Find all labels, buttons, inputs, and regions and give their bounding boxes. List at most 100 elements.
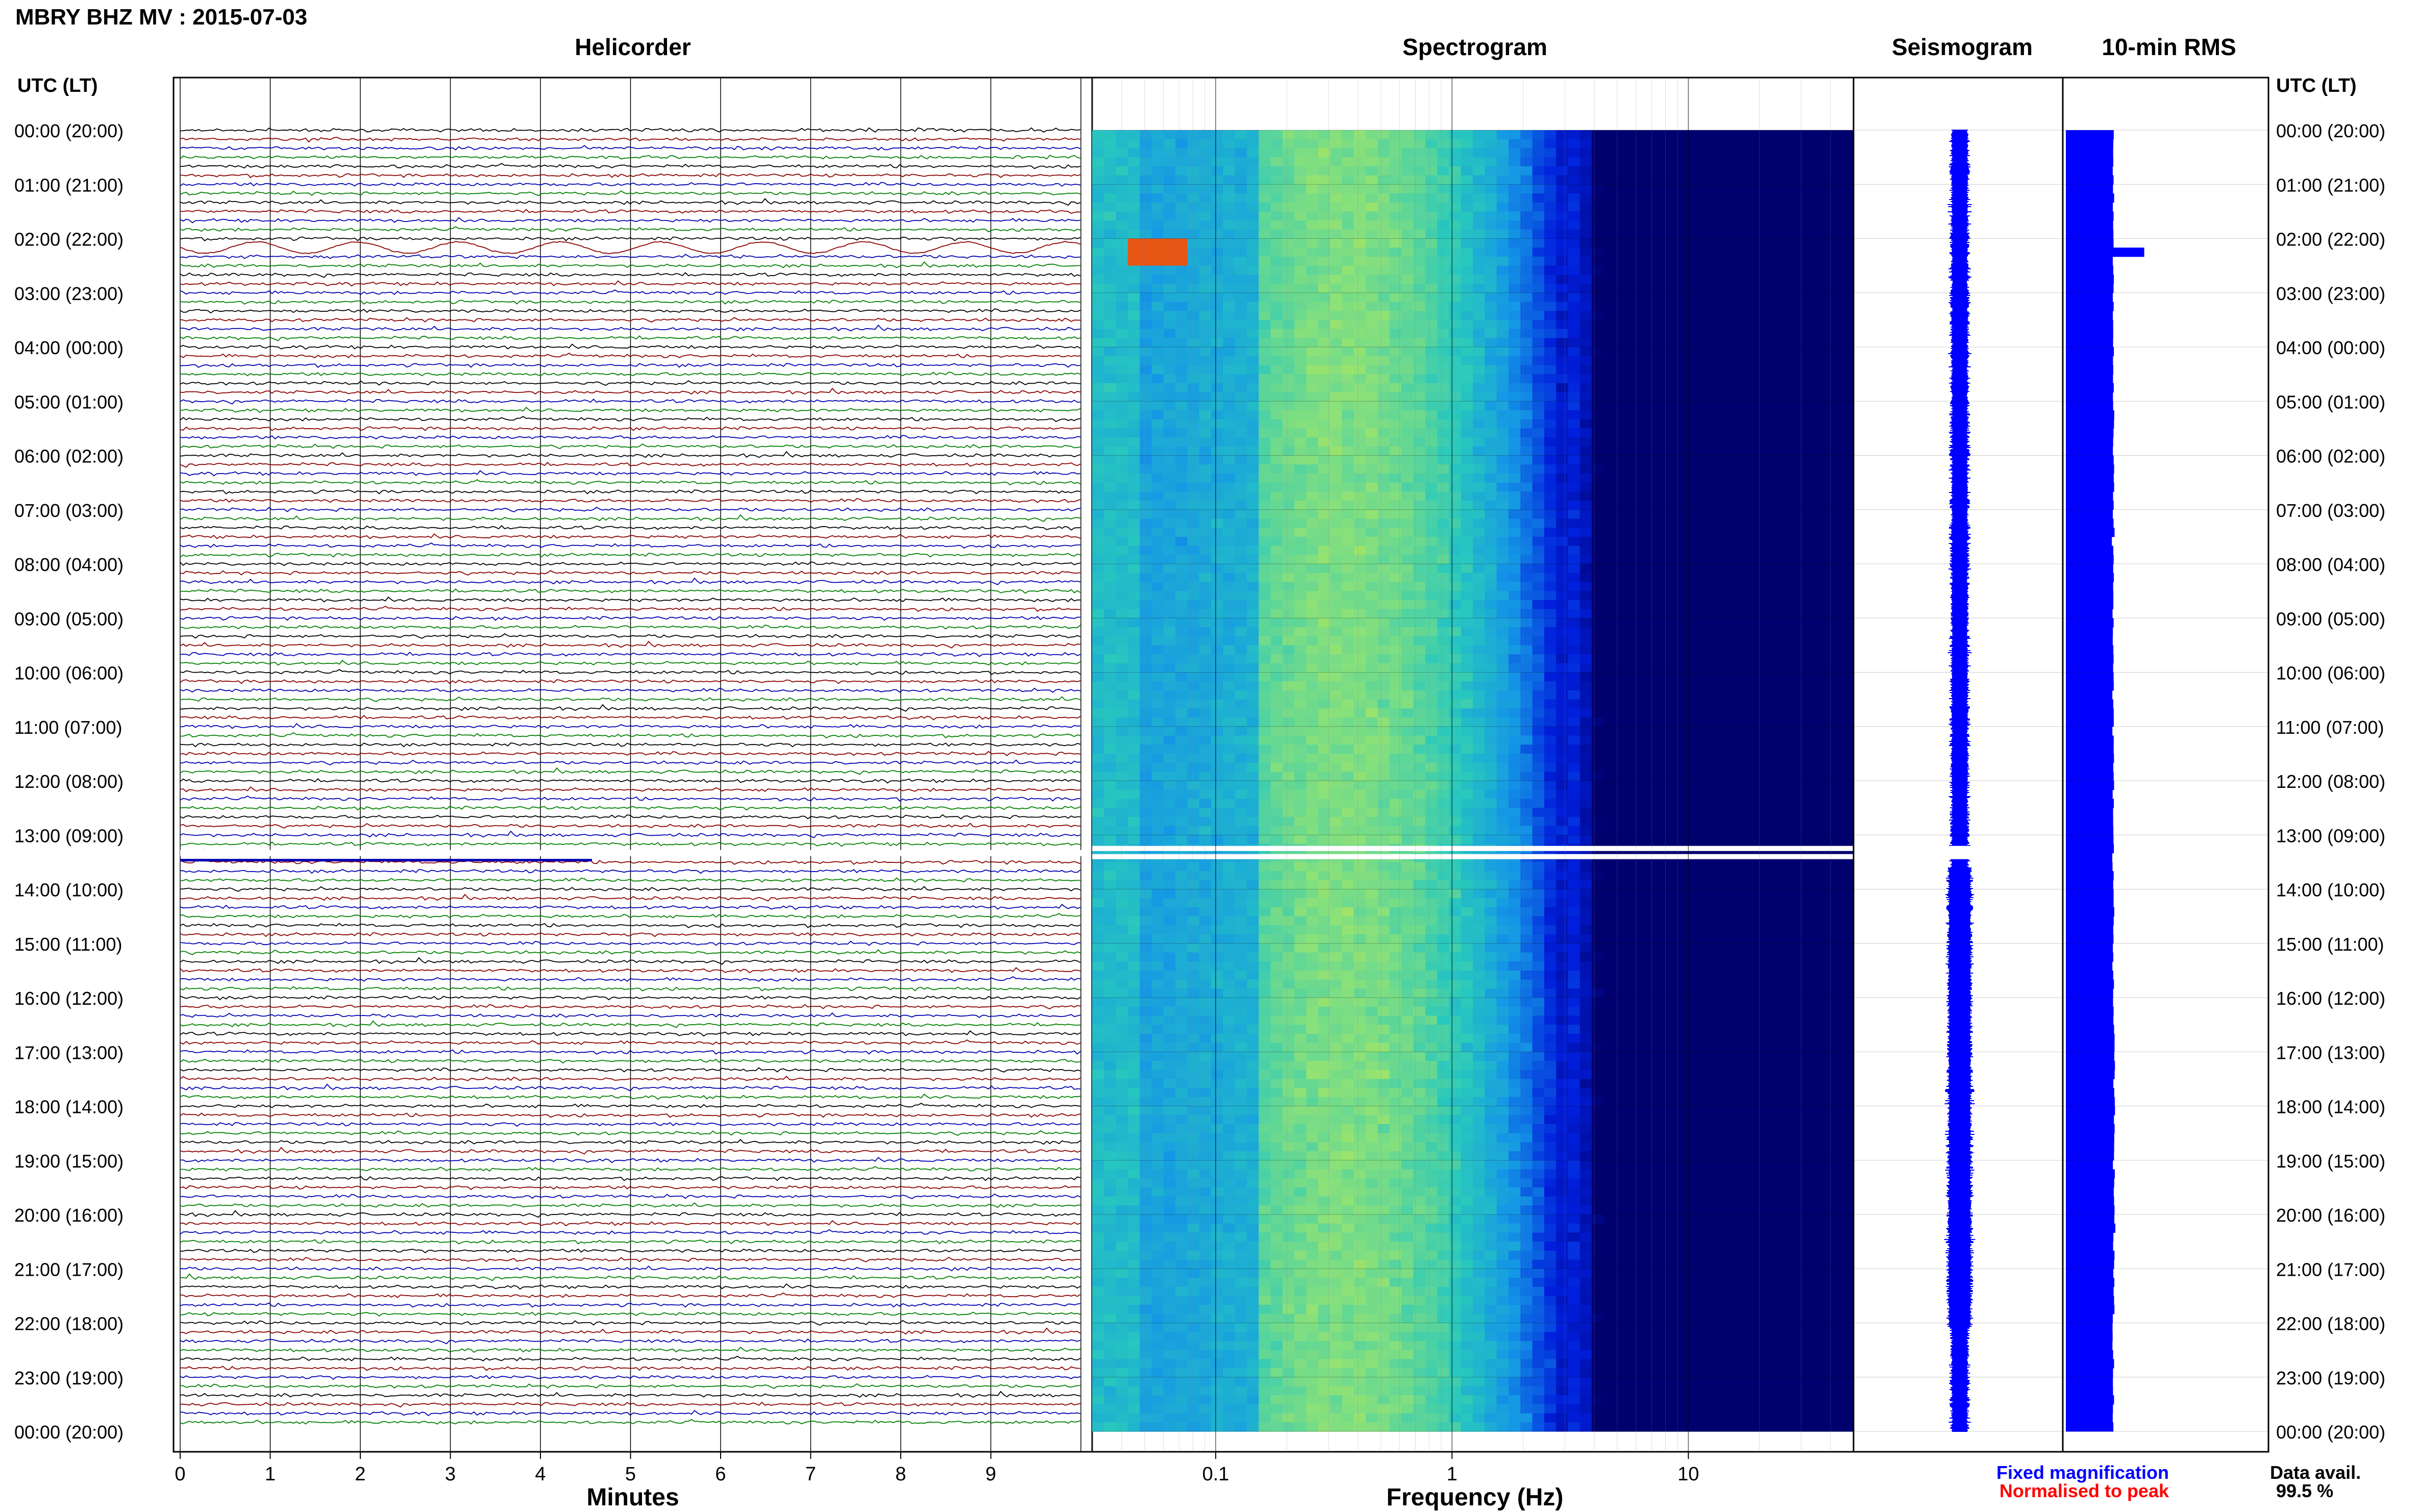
- spectrogram-cell: [1639, 265, 1652, 275]
- spectrogram-cell: [1830, 202, 1842, 212]
- spectrogram-cell: [1782, 636, 1794, 646]
- spectrogram-cell: [1663, 473, 1675, 483]
- spectrogram-cell: [1461, 446, 1473, 456]
- spectrogram-cell: [1247, 564, 1259, 574]
- spectrogram-cell: [1639, 193, 1652, 203]
- spectrogram-cell: [1342, 157, 1354, 167]
- spectrogram-cell: [1270, 292, 1283, 303]
- spectrogram-cell: [1818, 726, 1830, 736]
- spectrogram-cell: [1377, 383, 1390, 393]
- spectrogram-cell: [1353, 762, 1366, 772]
- spectrogram-cell: [1485, 781, 1497, 790]
- helicorder-trace: [180, 679, 1081, 684]
- spectrogram-cell: [1818, 789, 1830, 799]
- spectrogram-cell: [1722, 148, 1735, 158]
- spectrogram-cell: [1734, 781, 1747, 790]
- spectrogram-cell: [1425, 311, 1438, 320]
- spectrogram-cell: [1592, 157, 1604, 167]
- spectrogram-cell: [1163, 464, 1176, 474]
- spectrogram-cell: [1104, 401, 1117, 411]
- spectrogram-cell: [1841, 410, 1854, 420]
- spectrogram-cell: [1722, 329, 1735, 338]
- spectrogram-cell: [1449, 672, 1462, 682]
- spectrogram-cell: [1818, 735, 1830, 745]
- spectrogram-cell: [1401, 247, 1414, 257]
- spectrogram-cell: [1235, 645, 1247, 655]
- spectrogram-cell: [1163, 663, 1176, 673]
- spectrogram-cell: [1187, 654, 1200, 664]
- spectrogram-cell: [1734, 735, 1747, 745]
- spectrogram-cell: [1353, 582, 1366, 591]
- spectrogram-cell: [1401, 681, 1414, 691]
- spectrogram-cell: [1651, 726, 1664, 736]
- helicorder-trace: [180, 1012, 1081, 1018]
- spectrogram-cell: [1806, 491, 1818, 501]
- spectrogram-cell: [1532, 238, 1545, 248]
- spectrogram-cell: [1247, 591, 1259, 601]
- spectrogram-cell: [1592, 275, 1604, 284]
- spectrogram-cell: [1175, 564, 1188, 574]
- spectrogram-cell: [1818, 419, 1830, 429]
- spectrogram-cell: [1104, 311, 1117, 320]
- spectrogram-cell: [1437, 564, 1449, 574]
- spectrogram-cell: [1092, 193, 1104, 203]
- spectrogram-cell: [1841, 419, 1854, 429]
- helicorder-trace: [180, 651, 1081, 657]
- spectrogram-cell: [1342, 753, 1354, 763]
- spectrogram-cell: [1116, 482, 1128, 492]
- spectrogram-cell: [1247, 672, 1259, 682]
- spectrogram-cell: [1187, 781, 1200, 790]
- spectrogram-cell: [1306, 311, 1319, 320]
- spectrogram-cell: [1722, 509, 1735, 519]
- spectrogram-cell: [1734, 383, 1747, 393]
- spectrogram-cell: [1758, 509, 1771, 519]
- spectrogram-cell: [1711, 564, 1723, 574]
- helicorder-frame: [172, 77, 1093, 1453]
- spectrogram-cell: [1603, 148, 1616, 158]
- spectrogram-cell: [1140, 247, 1152, 257]
- spectrogram-cell: [1140, 609, 1152, 618]
- spectrogram-cell: [1306, 564, 1319, 574]
- spectrogram-cell: [1104, 292, 1117, 303]
- spectrogram-cell: [1258, 681, 1271, 691]
- spectrogram-cell: [1485, 319, 1497, 330]
- spectrogram-cell: [1223, 672, 1236, 682]
- spectrogram-cell: [1556, 528, 1569, 537]
- spectrogram-cell: [1342, 681, 1354, 691]
- spectrogram-cell: [1353, 365, 1366, 375]
- spectrogram-cell: [1258, 781, 1271, 790]
- spectrogram-cell: [1770, 256, 1783, 266]
- spectrogram-cell: [1627, 536, 1640, 547]
- spectrogram-cell: [1651, 193, 1664, 203]
- spectrogram-cell: [1627, 681, 1640, 691]
- spectrogram-cell: [1592, 509, 1604, 519]
- spectrogram-cell: [1675, 193, 1688, 203]
- spectrogram-cell: [1485, 437, 1497, 447]
- spectrogram-cell: [1651, 618, 1664, 628]
- spectrogram-cell: [1675, 437, 1688, 447]
- spectrogram-cell: [1449, 663, 1462, 673]
- spectrogram-cell: [1330, 220, 1343, 230]
- spectrogram-cell: [1247, 356, 1259, 365]
- spectrogram-cell: [1175, 708, 1188, 718]
- spectrogram-cell: [1722, 501, 1735, 510]
- spectrogram-cell: [1615, 772, 1628, 781]
- spectrogram-cell: [1473, 708, 1485, 718]
- spectrogram-cell: [1140, 374, 1152, 384]
- spectrogram-cell: [1282, 808, 1295, 817]
- spectrogram-cell: [1485, 401, 1497, 411]
- spectrogram-cell: [1342, 789, 1354, 799]
- spectrogram-cell: [1294, 789, 1307, 799]
- spectrogram-cell: [1270, 726, 1283, 736]
- spectrogram-cell: [1496, 383, 1509, 393]
- spectrogram-cell: [1116, 627, 1128, 637]
- spectrogram-cell: [1663, 238, 1675, 248]
- spectrogram-cell: [1401, 275, 1414, 284]
- spectrogram-cell: [1151, 256, 1164, 266]
- spectrogram-cell: [1104, 663, 1117, 673]
- spectrogram-cell: [1389, 175, 1402, 185]
- spectrogram-cell: [1223, 699, 1236, 709]
- spectrogram-cell: [1437, 690, 1449, 700]
- spectrogram-cell: [1532, 799, 1545, 808]
- helicorder-trace: [180, 363, 1081, 368]
